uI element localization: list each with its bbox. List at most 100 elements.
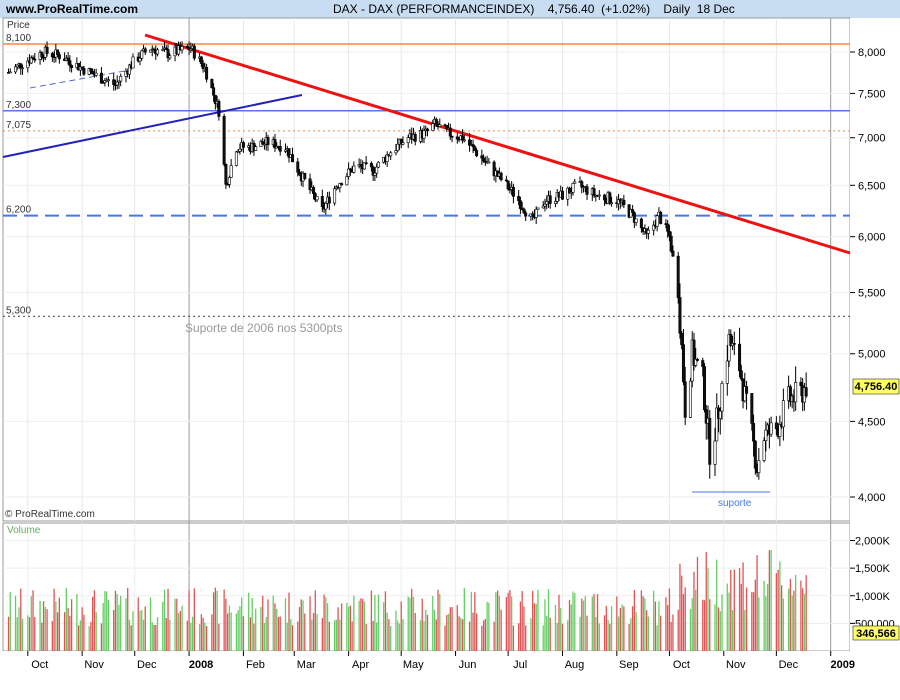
candle-body (425, 128, 429, 131)
candle-body (769, 422, 773, 435)
candle-body (757, 460, 761, 473)
candle-body (238, 148, 242, 152)
candle-body (666, 223, 670, 232)
candle-body (667, 231, 671, 237)
x-tick-label: Nov (84, 659, 104, 671)
candle-body (646, 229, 650, 234)
volume-tick-label: 2,000K (855, 536, 891, 548)
candle-body (659, 211, 663, 224)
candle-body (483, 160, 487, 163)
y-tick-label: 4,000 (858, 492, 886, 504)
candle-body (566, 187, 570, 200)
right-axis (850, 18, 900, 651)
candle-body (715, 407, 719, 442)
volume-tick-label: 1,500K (855, 563, 891, 575)
candle-body (688, 380, 692, 418)
candle-body (406, 137, 410, 143)
candle-body (201, 63, 205, 69)
candle-body (15, 64, 19, 68)
candle-body (671, 250, 675, 257)
x-tick-label: Apr (352, 659, 369, 671)
candle-body (788, 386, 792, 403)
candle-body (131, 56, 135, 69)
volume-tick-label: 1,000K (855, 591, 891, 603)
candle-body (597, 194, 601, 197)
candle-body (312, 187, 316, 194)
current-volume-badge (852, 625, 900, 641)
candle-body (70, 65, 74, 68)
candle-body (511, 186, 515, 197)
candle-body (764, 429, 768, 441)
current-price-label: 4,756.40 (855, 381, 898, 393)
candle-body (8, 71, 12, 74)
candle-body (345, 176, 349, 186)
candle-body (14, 66, 18, 73)
candle-body (487, 161, 491, 164)
suporte-annotation: suporte (718, 498, 752, 509)
level-label: 6,200 (6, 205, 31, 216)
candle-body (701, 360, 705, 367)
candle-body (669, 235, 673, 252)
candle-body (89, 68, 93, 72)
candle-body (683, 381, 687, 418)
candle-body (373, 172, 377, 176)
candle-body (725, 360, 729, 384)
candle-body (739, 370, 743, 380)
candle-body (639, 218, 643, 229)
candle-body (804, 387, 808, 397)
x-tick-label: Mar (297, 659, 316, 671)
candle-body (504, 179, 508, 182)
candle-body (80, 66, 84, 69)
candle-body (553, 201, 557, 204)
candle-body (31, 57, 35, 60)
candle-body (499, 172, 503, 181)
uptrend-dashed-line (29, 69, 131, 89)
candle-body (375, 166, 379, 174)
candle-body (631, 209, 635, 213)
candle-body (695, 358, 699, 361)
y-tick-label: 8,000 (858, 47, 886, 59)
candle-body (401, 142, 405, 145)
candle-body (738, 343, 742, 372)
time-axis (0, 651, 900, 700)
candle-body (33, 58, 37, 61)
candle-body (708, 417, 712, 465)
current-volume-label: 346,566 (856, 628, 896, 640)
candle-body (571, 182, 575, 193)
x-tick-label: Dec (137, 659, 157, 671)
candle-body (434, 118, 438, 125)
candle-body (492, 161, 496, 177)
candle-body (774, 422, 778, 430)
site-name[interactable]: www.ProRealTime.com (6, 2, 139, 16)
candle-body (21, 67, 25, 70)
candle-body (261, 141, 265, 145)
candle-body (315, 196, 319, 201)
candle-body (622, 199, 626, 206)
candle-body (210, 78, 214, 89)
candle-body (45, 46, 49, 54)
candle-body (729, 334, 733, 346)
candle-body (308, 178, 312, 191)
candle-body (694, 358, 698, 366)
candle-body (536, 207, 540, 210)
candle-body (254, 146, 258, 151)
candle-body (338, 183, 342, 188)
x-tick-label: Dec (779, 659, 799, 671)
candle-body (117, 80, 121, 83)
x-tick-label: Nov (726, 659, 746, 671)
candle-body (704, 409, 708, 424)
candle-body (327, 196, 331, 204)
candle-body (676, 255, 680, 298)
y-tick-label: 7,500 (858, 88, 886, 100)
support-2006-annotation: Suporte de 2006 nos 5300pts (185, 321, 342, 335)
candle-body (106, 79, 110, 81)
candle-body (753, 440, 757, 469)
candle-body (568, 187, 572, 194)
candle-body (303, 172, 307, 180)
candle-body (205, 66, 209, 80)
candle-body (241, 142, 245, 148)
x-tick-label: Feb (246, 659, 265, 671)
candle-body (273, 139, 277, 149)
candle-body (278, 146, 282, 152)
uptrend-line (2, 94, 303, 158)
